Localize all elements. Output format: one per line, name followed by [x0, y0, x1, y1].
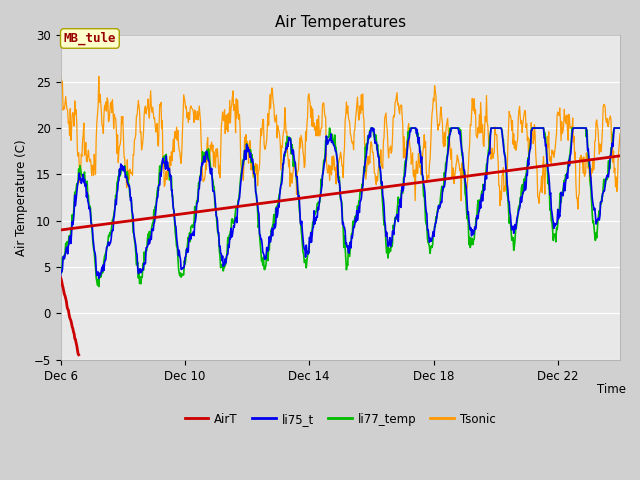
Y-axis label: Air Temperature (C): Air Temperature (C): [15, 139, 28, 256]
Text: MB_tule: MB_tule: [63, 32, 116, 45]
Title: Air Temperatures: Air Temperatures: [275, 15, 406, 30]
Text: Time: Time: [596, 383, 626, 396]
Legend: AirT, li75_t, li77_temp, Tsonic: AirT, li75_t, li77_temp, Tsonic: [180, 408, 500, 431]
